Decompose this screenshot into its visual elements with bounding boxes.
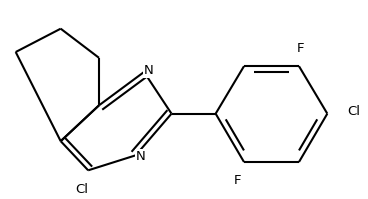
- Text: Cl: Cl: [75, 183, 88, 196]
- Text: F: F: [234, 174, 241, 187]
- Text: Cl: Cl: [347, 105, 361, 118]
- Text: F: F: [297, 42, 304, 55]
- Text: N: N: [136, 150, 146, 164]
- Text: N: N: [144, 64, 154, 77]
